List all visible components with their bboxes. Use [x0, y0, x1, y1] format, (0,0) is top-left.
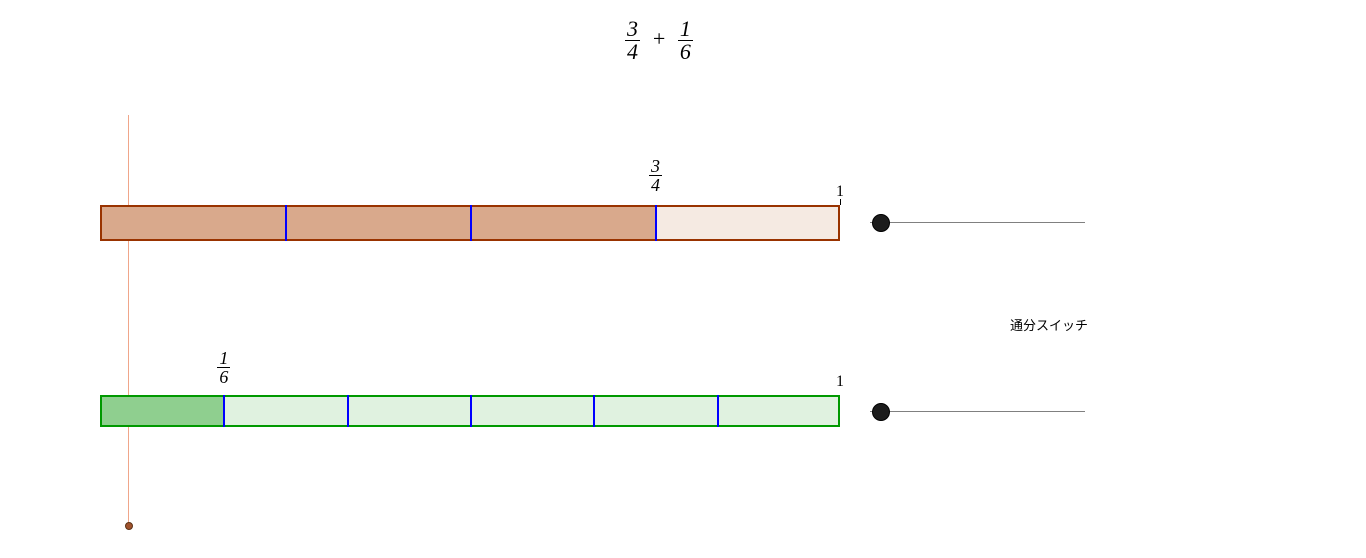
- bar1-divider: [655, 205, 657, 241]
- diagram-canvas: 3 4 + 1 6 3 4 1 1 6 1 通分スイッチ: [0, 0, 1366, 558]
- bar1-divider: [285, 205, 287, 241]
- slider1-track[interactable]: [870, 222, 1085, 223]
- bar1-divider: [470, 205, 472, 241]
- bar1-one-label: 1: [836, 183, 844, 201]
- title-fraction-2: 1 6: [678, 18, 693, 63]
- bar2-divider: [593, 395, 595, 427]
- slider2-handle[interactable]: [872, 403, 890, 421]
- title-f2-numerator: 1: [678, 18, 693, 41]
- bar2-divider: [470, 395, 472, 427]
- guide-point[interactable]: [125, 522, 133, 530]
- bar2-label-num: 1: [217, 349, 230, 368]
- title-f2-denominator: 6: [678, 41, 693, 63]
- bar2-one-label: 1: [836, 373, 844, 391]
- bar1-fraction-label: 3 4: [649, 157, 662, 194]
- title-operator: +: [646, 26, 673, 51]
- title-f1-numerator: 3: [625, 18, 640, 41]
- bar2-divider: [223, 395, 225, 427]
- vertical-guide-line: [128, 115, 129, 525]
- bar2-fraction-label: 1 6: [217, 349, 230, 386]
- title-fraction-1: 3 4: [625, 18, 640, 63]
- bar2-label-den: 6: [217, 368, 230, 386]
- title-f1-denominator: 4: [625, 41, 640, 63]
- slider2-track[interactable]: [870, 411, 1085, 412]
- slider1-handle[interactable]: [872, 214, 890, 232]
- switch-label: 通分スイッチ: [1010, 315, 1088, 334]
- bar1-label-num: 3: [649, 157, 662, 176]
- bar2-divider: [717, 395, 719, 427]
- bar2-divider: [347, 395, 349, 427]
- title-expression: 3 4 + 1 6: [625, 18, 693, 63]
- bar1-label-den: 4: [649, 176, 662, 194]
